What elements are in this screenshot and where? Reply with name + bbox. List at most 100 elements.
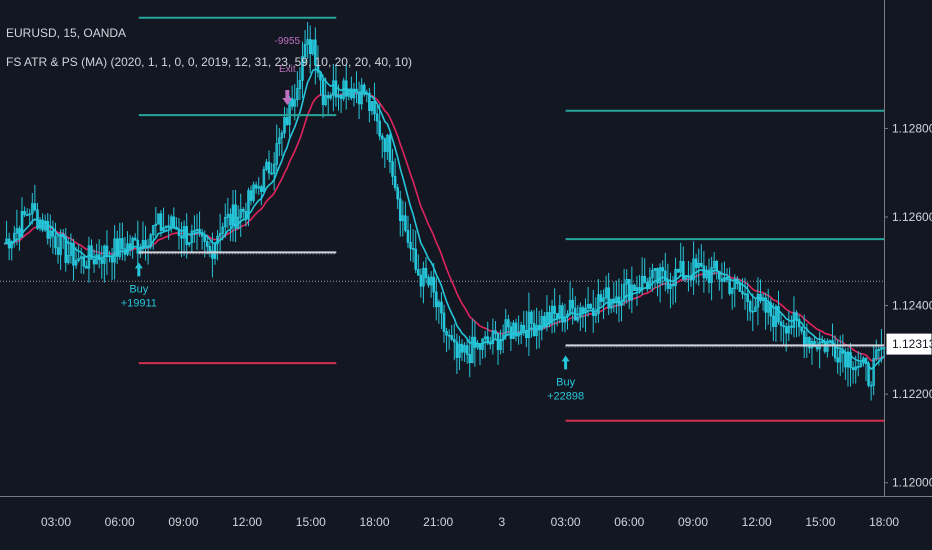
time-tick-label: 3 (499, 515, 506, 529)
candle-body (92, 258, 96, 265)
candle-body (612, 298, 616, 304)
candle-body (854, 366, 857, 371)
candle-body (79, 256, 83, 259)
candle-body (244, 211, 248, 220)
candle-body (535, 324, 538, 337)
candle-body (411, 248, 415, 250)
candle-body (198, 228, 201, 233)
candle-body (661, 267, 665, 272)
candle-body (324, 95, 327, 105)
candle-body (72, 242, 75, 266)
time-tick-label: 12:00 (742, 515, 772, 529)
candle-body (846, 351, 850, 368)
candle-body (440, 301, 443, 314)
candle-body (226, 213, 230, 218)
candle-body (663, 270, 667, 281)
candle-body (360, 84, 363, 105)
candle-body (504, 319, 508, 336)
candle-body (422, 267, 425, 287)
candle-body (87, 245, 91, 269)
candle-body (128, 243, 132, 249)
candle-body (548, 312, 551, 324)
candle-body (813, 341, 816, 348)
candle-body (46, 220, 50, 239)
candle-body (766, 302, 770, 313)
candle-body (679, 261, 683, 273)
price-tick-label: 1.12800 (892, 121, 932, 135)
candle-body (365, 92, 369, 95)
candle-body (97, 254, 101, 260)
candle-body (144, 240, 147, 249)
candle-body (478, 343, 482, 350)
candle-body (591, 307, 595, 316)
candle-body (751, 310, 755, 313)
candle-body (231, 204, 235, 226)
candle-body (298, 79, 302, 90)
candle-body (375, 113, 379, 122)
candle-body (844, 352, 847, 368)
candle-body (473, 336, 477, 348)
price-tick-label: 1.12400 (892, 299, 932, 313)
candle-body (20, 210, 24, 238)
candle-body (404, 215, 407, 231)
candle-body (355, 88, 358, 93)
candle-body (738, 283, 742, 292)
candle-body (187, 242, 191, 245)
indicator-legend[interactable]: FS ATR & PS (MA) (2020, 1, 1, 0, 0, 2019… (6, 55, 413, 69)
candle-body (339, 94, 343, 99)
candle-body (247, 190, 250, 220)
candle-body (398, 198, 402, 222)
candle-body (790, 325, 793, 328)
candle-body (687, 275, 690, 278)
candle-body (221, 226, 225, 234)
candle-body (182, 226, 186, 239)
candle-body (872, 358, 876, 386)
time-tick-label: 03:00 (41, 515, 71, 529)
candle-body (841, 350, 845, 354)
time-tick-label: 15:00 (805, 515, 835, 529)
candle-body (627, 279, 631, 301)
candle-body (82, 256, 86, 267)
candle-body (56, 247, 60, 255)
candle-body (553, 305, 556, 314)
candle-body (115, 238, 119, 257)
candle-body (558, 305, 562, 319)
symbol-legend[interactable]: EURUSD, 15, OANDA (6, 26, 127, 40)
candles-group (5, 22, 886, 401)
candle-body (416, 268, 420, 276)
candle-body (689, 275, 693, 281)
candle-body (604, 287, 608, 299)
time-tick-label: 09:00 (678, 515, 708, 529)
candle-body (393, 176, 397, 189)
time-tick-label: 06:00 (614, 515, 644, 529)
candle-body (136, 239, 140, 254)
candle-body (149, 234, 152, 248)
candle-body (424, 267, 428, 279)
candle-body (442, 312, 446, 332)
candle-body (283, 117, 286, 134)
candle-body (730, 288, 734, 294)
candle-body (368, 92, 371, 111)
candle-body (257, 186, 261, 189)
candle-body (769, 302, 773, 317)
trade-2-buy-value: +22898 (547, 390, 584, 402)
candle-body (193, 230, 196, 232)
candle-body (141, 240, 145, 250)
candle-body (77, 258, 80, 261)
time-tick-label: 06:00 (105, 515, 135, 529)
candle-body (175, 226, 178, 230)
candle-body (378, 120, 381, 137)
candle-body (638, 287, 641, 291)
candle-body (131, 237, 134, 249)
candle-body (370, 101, 374, 111)
candle-body (700, 262, 703, 267)
candle-body (851, 367, 855, 371)
candle-body (252, 184, 255, 201)
candle-body (270, 172, 273, 175)
candle-body (437, 301, 441, 308)
candle-body (694, 258, 698, 268)
candle-body (7, 238, 11, 249)
candle-body (651, 270, 654, 279)
candle-body (33, 203, 37, 211)
